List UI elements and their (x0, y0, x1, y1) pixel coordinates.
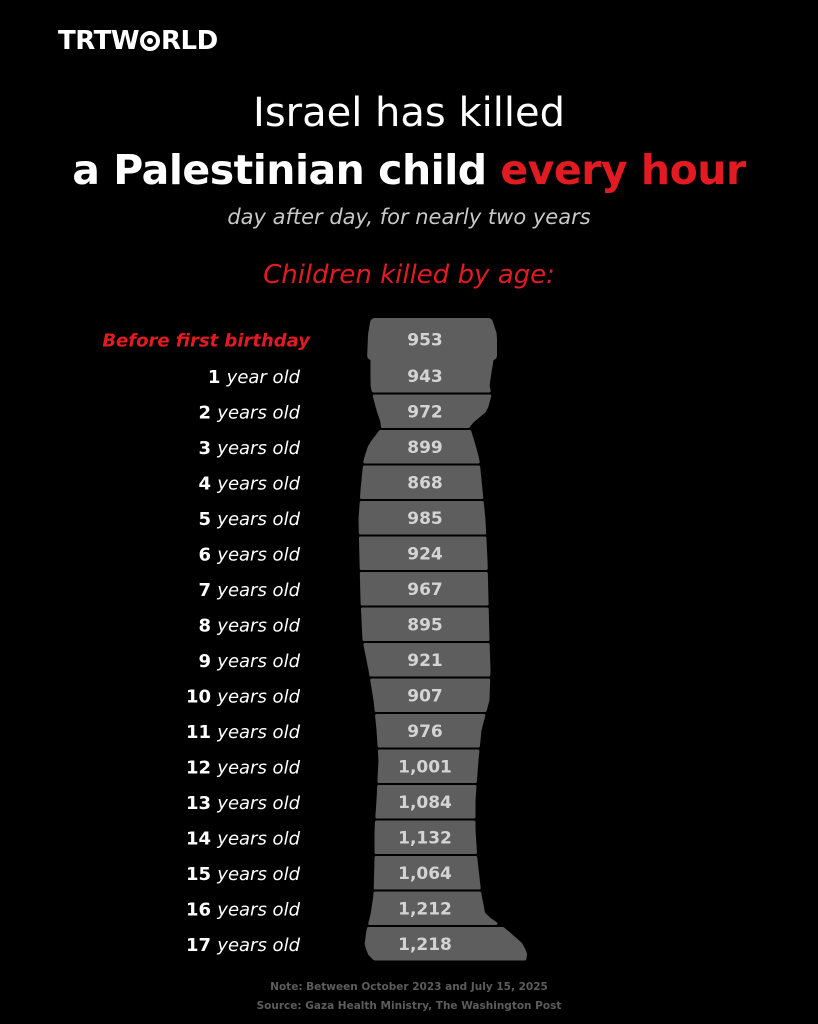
category-label: 9 years old (199, 651, 301, 672)
value-label: 976 (407, 722, 443, 742)
category-label: 2 years old (199, 402, 301, 423)
value-label: 907 (407, 686, 443, 706)
age-band-bar (367, 318, 497, 361)
age-band-bar (358, 536, 488, 570)
trtworld-logo: TRTOWRLD (58, 26, 218, 56)
age-band-bar (374, 820, 477, 854)
category-label: 3 years old (199, 438, 301, 459)
age-band-bar (375, 785, 477, 819)
value-label: 895 (407, 615, 443, 635)
value-label: 967 (407, 580, 443, 600)
title-highlight: every hour (500, 146, 746, 194)
value-label: 1,212 (398, 899, 452, 919)
category-label: 7 years old (199, 580, 301, 601)
value-label: 943 (407, 367, 443, 387)
category-label: 12 years old (186, 757, 301, 778)
age-band-bar (358, 501, 487, 535)
category-label: 10 years old (186, 686, 301, 707)
category-label: 16 years old (186, 899, 301, 920)
value-label: 953 (407, 330, 443, 350)
category-label: 6 years old (199, 544, 301, 565)
age-band-bar (363, 643, 491, 677)
value-label: 972 (407, 402, 443, 422)
category-label: 14 years old (186, 828, 301, 849)
title-line-2: a Palestinian child every hour (0, 146, 818, 194)
value-label: 1,001 (398, 757, 452, 777)
value-label: 921 (407, 651, 443, 671)
age-band-bar (370, 678, 491, 712)
category-label: 17 years old (186, 935, 301, 956)
value-label: 899 (407, 438, 443, 458)
title-line-2-main: a Palestinian child (72, 146, 501, 194)
category-label: 15 years old (186, 864, 301, 885)
value-label: 924 (407, 544, 443, 564)
section-title: Children killed by age: (263, 260, 555, 290)
age-band-bar (370, 359, 494, 393)
age-band-bar (360, 607, 490, 641)
category-label: 5 years old (199, 509, 301, 530)
age-band-bar (377, 749, 480, 783)
age-band-bar (368, 891, 498, 925)
category-label: 13 years old (186, 793, 301, 814)
value-label: 1,132 (398, 828, 452, 848)
value-label: 1,084 (398, 793, 452, 813)
age-band-bar (375, 714, 486, 748)
footer-source: Source: Gaza Health Ministry, The Washin… (256, 1000, 562, 1012)
category-label: 1 year old (208, 367, 301, 388)
subtitle: day after day, for nearly two years (227, 205, 591, 229)
logo-ring-icon (140, 31, 161, 51)
value-label: 985 (407, 509, 443, 529)
age-band-bar (372, 394, 492, 428)
age-band-bar (363, 430, 480, 464)
category-label: 8 years old (199, 615, 301, 636)
age-band-bar (360, 465, 484, 499)
age-band-bar (359, 572, 489, 606)
value-label: 1,218 (398, 935, 452, 955)
age-band-bar (364, 927, 528, 961)
category-label: 11 years old (186, 722, 301, 743)
value-label: 868 (407, 473, 443, 493)
age-band-bar (373, 856, 481, 890)
footer-note: Note: Between October 2023 and July 15, … (270, 981, 548, 993)
category-label: 4 years old (199, 473, 301, 494)
title-line-1: Israel has killed (253, 90, 565, 136)
value-label: 1,064 (398, 864, 452, 884)
category-label: Before first birthday (102, 330, 311, 351)
